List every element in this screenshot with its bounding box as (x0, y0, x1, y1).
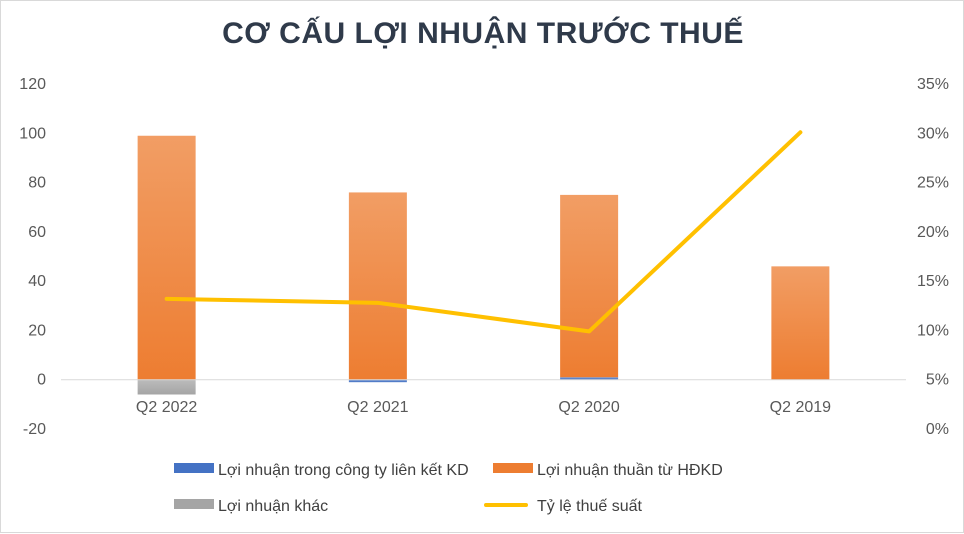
y-left-tick-label: 100 (19, 125, 46, 142)
x-tick-label: Q2 2021 (347, 399, 408, 416)
legend-swatch (493, 463, 533, 473)
y-left-tick-label: 0 (37, 372, 46, 389)
y-left-tick-label: 20 (28, 322, 46, 339)
series-line (164, 130, 803, 334)
bar (560, 377, 619, 380)
y-right-tick-label: 30% (917, 125, 949, 142)
y-right-tick-label: 20% (917, 224, 949, 241)
legend-label: Lợi nhuận khác (218, 498, 328, 515)
legend-label: Lợi nhuận trong công ty liên kết KD (218, 462, 469, 479)
y-right-tick-label: 15% (917, 273, 949, 290)
bar (560, 194, 619, 378)
x-tick-label: Q2 2019 (770, 399, 831, 416)
y-left-tick-label: 60 (28, 224, 46, 241)
chart-title: CƠ CẤU LỢI NHUẬN TRƯỚC THUẾ (222, 17, 744, 50)
y-right-tick-label: 35% (917, 76, 949, 93)
legend-label: Tỷ lệ thuế suất (537, 498, 643, 515)
bar (137, 379, 196, 395)
y-left-tick-label: 120 (19, 76, 46, 93)
y-left-tick-label: 80 (28, 175, 46, 192)
y-left-tick-label: -20 (23, 421, 46, 438)
bar (771, 266, 830, 380)
y-right-tick-label: 5% (926, 372, 949, 389)
x-tick-label: Q2 2022 (136, 399, 197, 416)
y-right-tick-label: 0% (926, 421, 949, 438)
x-tick-label: Q2 2020 (558, 399, 619, 416)
legend-swatch (174, 499, 214, 509)
y-right-tick-label: 10% (917, 322, 949, 339)
y-right-tick-label: 25% (917, 175, 949, 192)
bar (348, 379, 407, 383)
y-left-tick-label: 40 (28, 273, 46, 290)
bar (348, 192, 407, 380)
legend-label: Lợi nhuận thuần từ HĐKD (537, 462, 723, 479)
legend-swatch (174, 463, 214, 473)
bar (137, 135, 196, 380)
